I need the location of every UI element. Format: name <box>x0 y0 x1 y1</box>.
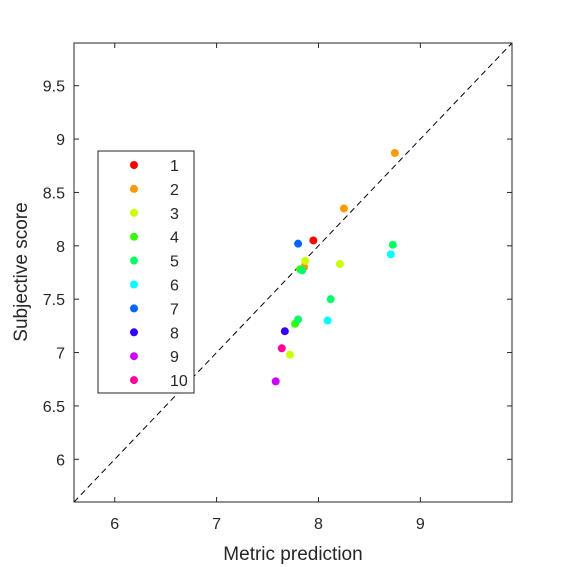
legend-label-8: 8 <box>170 325 179 342</box>
legend-label-10: 10 <box>170 373 188 390</box>
legend: 1 2 3 4 5 6 7 8 9 10 <box>97 150 195 394</box>
legend-label-5: 5 <box>170 254 179 271</box>
chart-marks <box>73 42 513 503</box>
data-point-series-3-2 <box>335 259 344 268</box>
x-tick-label: 9 <box>416 516 425 533</box>
data-point-series-5-4 <box>298 266 307 275</box>
x-tick-label: 7 <box>212 516 221 533</box>
data-point-series-3-3 <box>285 350 294 359</box>
legend-box <box>97 150 195 394</box>
legend-marker-2 <box>130 184 138 193</box>
legend-marker-9 <box>130 352 138 361</box>
legend-label-1: 1 <box>170 158 179 175</box>
legend-label-9: 9 <box>170 349 179 366</box>
data-point-series-2-1 <box>390 148 399 157</box>
y-axis-title: Subjective score <box>11 202 32 341</box>
data-point-series-5-2 <box>326 295 335 304</box>
data-point-series-9-1 <box>271 377 280 386</box>
y-tick-label: 8 <box>56 239 65 256</box>
x-tick-label: 6 <box>110 516 119 533</box>
legend-marker-5 <box>130 256 138 265</box>
y-tick-label: 9.5 <box>43 79 65 96</box>
y-tick-label: 8.5 <box>43 185 65 202</box>
data-point-series-1-1 <box>309 236 318 245</box>
legend-label-3: 3 <box>170 206 179 223</box>
y-tick-label: 6 <box>56 452 65 469</box>
data-point-series-5-1 <box>388 240 397 249</box>
legend-marker-8 <box>130 328 138 337</box>
legend-label-2: 2 <box>170 182 179 199</box>
x-tick-label: 8 <box>314 516 323 533</box>
legend-marker-3 <box>130 208 138 217</box>
y-tick-label: 6.5 <box>43 399 65 416</box>
data-point-series-7-1 <box>294 239 303 248</box>
legend-label-6: 6 <box>170 278 179 295</box>
data-point-series-3-1 <box>301 256 310 265</box>
data-point-series-8-1 <box>280 327 289 336</box>
axis-ticks: 6 7 8 9 6 6.5 7 7.5 8 8.5 9 9.5 <box>43 43 512 533</box>
legend-marker-1 <box>130 161 138 169</box>
reference-diagonal-line <box>73 42 513 503</box>
data-point-series-6-2 <box>323 316 332 325</box>
legend-label-4: 4 <box>170 230 179 247</box>
plot-frame <box>73 42 513 503</box>
legend-marker-7 <box>130 304 138 313</box>
legend-marker-6 <box>130 280 138 289</box>
legend-marker-10 <box>130 376 138 385</box>
data-point-series-2-2 <box>339 204 348 213</box>
legend-marker-4 <box>130 232 138 241</box>
y-tick-label: 9 <box>56 132 65 149</box>
data-point-series-6-1 <box>386 250 395 259</box>
x-axis-title: Metric prediction <box>223 544 362 565</box>
data-point-series-5-3 <box>294 315 303 324</box>
y-tick-label: 7 <box>56 346 65 363</box>
legend-label-7: 7 <box>170 301 179 318</box>
data-point-series-10-1 <box>277 344 286 353</box>
y-tick-label: 7.5 <box>43 292 65 309</box>
